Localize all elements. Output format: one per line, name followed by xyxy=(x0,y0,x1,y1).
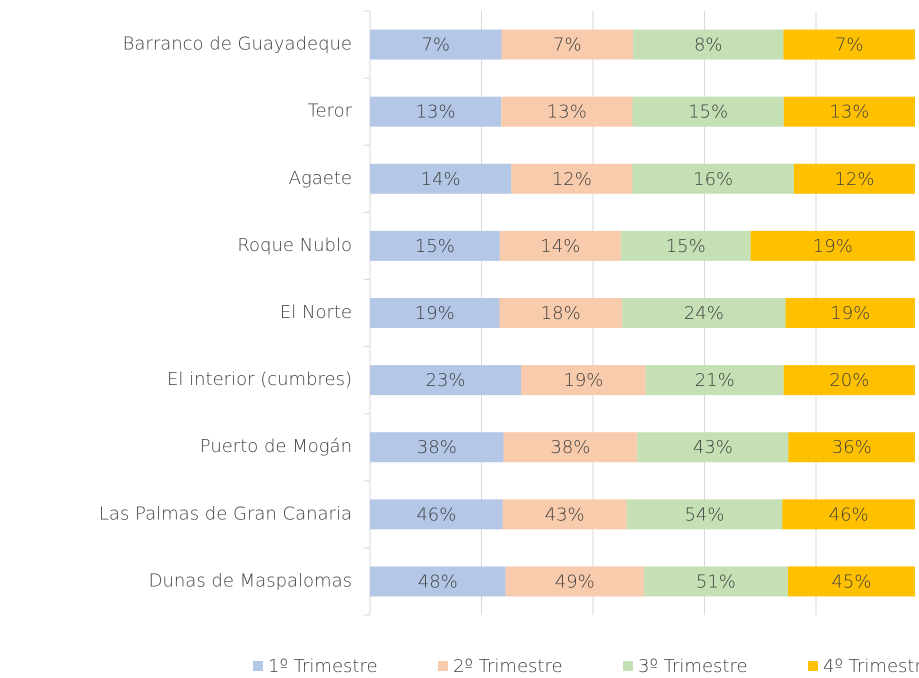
data-label: 7% xyxy=(421,35,450,56)
bar-segment xyxy=(503,432,638,463)
bar-segment xyxy=(637,432,789,463)
legend-label: 1º Trimestre xyxy=(268,656,378,677)
legend-swatch xyxy=(253,661,263,671)
data-label: 38% xyxy=(417,437,457,458)
data-label: 46% xyxy=(829,504,869,525)
data-label: 13% xyxy=(547,102,587,123)
data-label: 23% xyxy=(426,370,466,391)
bar-segment xyxy=(502,499,627,530)
bar-segment xyxy=(788,432,915,463)
bar-segment xyxy=(632,96,784,127)
bar-segment xyxy=(620,230,751,261)
y-tick-label: El interior (cumbres) xyxy=(167,369,352,390)
data-label: 43% xyxy=(545,504,585,525)
bar-segment xyxy=(521,365,646,396)
bar-segment xyxy=(370,365,522,396)
data-label: 18% xyxy=(541,303,581,324)
y-tick-label: Barranco de Guayadeque xyxy=(123,34,352,55)
y-tick-label: Puerto de Mogán xyxy=(200,436,352,457)
data-label: 45% xyxy=(831,571,871,592)
legend-label: 4º Trimestre xyxy=(823,656,919,677)
bar-segment xyxy=(501,29,634,60)
bar-segment xyxy=(370,499,503,530)
legend-swatch xyxy=(438,661,448,671)
data-label: 19% xyxy=(415,303,455,324)
bar-segment xyxy=(787,566,915,597)
bar-segment xyxy=(633,29,784,60)
data-label: 48% xyxy=(418,571,458,592)
bar-segment xyxy=(750,230,915,261)
bar-segment xyxy=(782,499,915,530)
data-label: 43% xyxy=(693,437,733,458)
data-label: 8% xyxy=(694,35,723,56)
bar-segment xyxy=(370,432,504,463)
data-label: 46% xyxy=(416,504,456,525)
bar-segment xyxy=(783,96,915,127)
data-label: 21% xyxy=(695,370,735,391)
legend-swatch xyxy=(808,661,818,671)
data-label: 51% xyxy=(696,571,736,592)
bar-segment xyxy=(505,566,644,597)
legend-label: 2º Trimestre xyxy=(453,656,563,677)
legend-label: 3º Trimestre xyxy=(638,656,748,677)
y-tick-label: Las Palmas de Gran Canaria xyxy=(99,503,352,524)
data-label: 13% xyxy=(416,102,456,123)
data-label: 14% xyxy=(421,169,461,190)
y-tick-label: Roque Nublo xyxy=(237,235,352,256)
y-tick-label: El Norte xyxy=(280,302,352,323)
bar-segment xyxy=(785,298,915,328)
bar-segment xyxy=(645,365,784,396)
bar-segment xyxy=(511,163,633,194)
y-tick-label: Dunas de Maspalomas xyxy=(149,570,352,591)
data-label: 49% xyxy=(555,571,595,592)
bar-segment xyxy=(499,298,623,328)
bar-segment xyxy=(643,566,788,597)
y-tick-label: Agaete xyxy=(289,168,352,189)
data-label: 14% xyxy=(540,236,580,257)
data-label: 38% xyxy=(550,437,590,458)
bar-segment xyxy=(499,230,621,261)
y-tick-label: Teror xyxy=(308,101,353,122)
data-label: 19% xyxy=(563,370,603,391)
legend-swatch xyxy=(623,661,633,671)
bar-segment xyxy=(783,365,915,396)
bar-segment xyxy=(370,163,512,194)
bar-segment xyxy=(370,566,506,597)
bar-segment xyxy=(501,96,633,127)
data-label: 7% xyxy=(553,35,582,56)
data-label: 54% xyxy=(684,504,724,525)
data-label: 12% xyxy=(552,169,592,190)
data-label: 15% xyxy=(666,236,706,257)
data-label: 12% xyxy=(834,169,874,190)
data-label: 15% xyxy=(688,102,728,123)
bar-segment xyxy=(370,230,500,261)
data-label: 13% xyxy=(829,102,869,123)
data-label: 16% xyxy=(693,169,733,190)
data-label: 7% xyxy=(835,35,864,56)
data-label: 20% xyxy=(829,370,869,391)
data-label: 36% xyxy=(832,437,872,458)
bar-segment xyxy=(370,96,502,127)
data-label: 19% xyxy=(813,236,853,257)
bar-segment xyxy=(370,298,500,328)
bar-segment xyxy=(793,163,915,194)
bar-segment xyxy=(622,298,786,328)
data-label: 19% xyxy=(830,303,870,324)
bar-segment xyxy=(370,29,502,60)
bar-segment xyxy=(626,499,783,530)
data-label: 15% xyxy=(415,236,455,257)
bar-segment xyxy=(632,163,794,194)
data-label: 24% xyxy=(684,303,724,324)
bar-segment xyxy=(783,29,915,60)
